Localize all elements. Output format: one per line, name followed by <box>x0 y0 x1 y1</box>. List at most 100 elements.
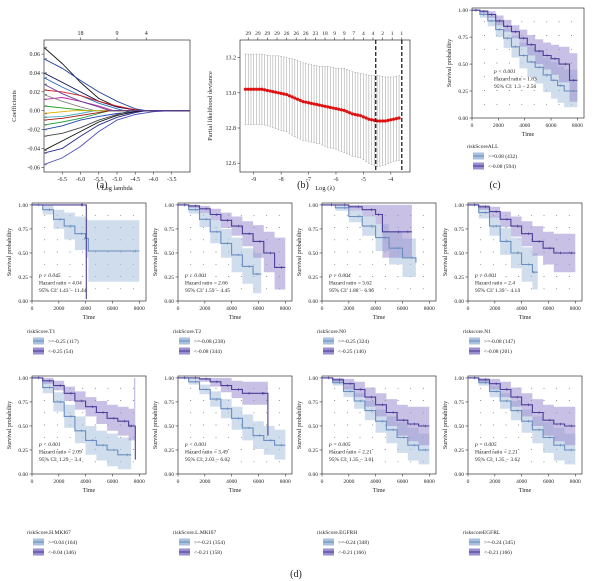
confidence-interval: 95% CI: 1.35 − 3.61 <box>329 457 374 463</box>
deviance-point <box>246 87 250 91</box>
x-tick-label: 4000 <box>370 479 381 485</box>
deviance-point <box>298 98 302 103</box>
path-start-marker <box>45 135 47 138</box>
deviance-point <box>285 92 289 97</box>
deviance-point <box>260 87 264 91</box>
deviance-point <box>345 109 349 114</box>
y-tick-label: 0.00 <box>18 299 28 305</box>
legend-entry: <-0.08 (201) <box>484 348 512 355</box>
y-tick-label: 0.50 <box>454 251 464 257</box>
deviance-point <box>274 90 278 94</box>
deviance-point <box>252 87 256 91</box>
x-tick-label: 6000 <box>253 479 264 485</box>
coefficient-path <box>44 110 190 137</box>
x-tick-label: 8000 <box>570 479 581 485</box>
p-value: p = 0.045 <box>38 272 61 279</box>
deviance-point <box>397 116 401 120</box>
path-start-marker <box>45 72 47 74</box>
legend-title: riskscore.N1 <box>463 329 491 335</box>
x-tick-label: 4000 <box>516 479 527 485</box>
plot-c: 0 2000 4000 6000 8000 0.00 0.25 0.50 0.75 1.00 Tim… <box>447 7 585 170</box>
top-tick-label: 26 <box>303 31 309 37</box>
survival-curve <box>178 377 269 436</box>
x-tick-label: 8000 <box>424 306 435 312</box>
y-tick-label: 0.25 <box>308 448 318 454</box>
x-tick-label: 4000 <box>80 479 91 485</box>
x-axis-label: Time <box>229 315 242 321</box>
y-tick-label: 1.00 <box>458 8 468 14</box>
y-axis-label: Survival probability <box>153 228 159 276</box>
p-value: p = 0.005 <box>328 442 351 448</box>
ci-band <box>32 204 140 282</box>
plot-frame <box>31 202 147 302</box>
x-axis-label: Time <box>373 315 386 321</box>
survival-curve <box>468 204 576 254</box>
survival-curve <box>322 377 430 427</box>
y-tick-label: 0.50 <box>18 424 28 430</box>
x-tick-label: 8000 <box>280 479 291 485</box>
x-tick-label: 0 <box>321 479 324 485</box>
plot-d3: 0 2000 4000 6000 8000 0.00 0.25 0.50 0.75 1.00 Tim… <box>297 202 437 355</box>
y-tick-label: 0.00 <box>164 472 174 478</box>
hazard-ratio: Hazard ratio = 2.4 <box>475 281 515 287</box>
legend-entry: >=-0.21 (354) <box>194 539 225 546</box>
x-tick-label: 6000 <box>543 306 554 312</box>
y-axis-label: Survival probability <box>443 401 449 449</box>
y-tick-label: 0.02 <box>30 90 41 96</box>
hazard-ratio: Hazard ratio = 3.62 <box>329 281 372 287</box>
x-tick-label: 4000 <box>80 306 91 312</box>
confidence-interval: 95% CI: 1.35 − 3.62 <box>475 457 520 463</box>
hazard-ratio: Hazard ratio = 4.04 <box>39 281 82 287</box>
x-tick-label: -5.5 <box>94 177 104 183</box>
legend-entry: <-0.21 (158) <box>194 549 222 556</box>
path-start-marker <box>45 123 47 126</box>
legend-entry: >=-0.08 (238) <box>194 338 225 345</box>
deviance-point <box>279 91 283 95</box>
deviance-point <box>361 115 365 119</box>
y-tick-label: 0.75 <box>454 400 464 406</box>
path-start-marker <box>45 128 47 131</box>
top-tick-label: 29 <box>265 31 271 37</box>
y-tick-label: 0.25 <box>308 275 318 281</box>
hazard-ratio: Hazard ratio = 1.83 <box>494 77 537 83</box>
plot-frame <box>467 202 583 302</box>
coefficient-path <box>44 83 190 112</box>
deviance-point <box>331 106 335 110</box>
y-axis-label: Survival probability <box>297 401 303 449</box>
plot-frame <box>177 375 293 475</box>
deviance-point <box>334 107 338 111</box>
y-tick-label: 0.50 <box>458 62 468 68</box>
x-tick-label: -6 <box>333 177 338 183</box>
ci-band <box>468 204 576 273</box>
x-tick-label: 8000 <box>424 479 435 485</box>
x-tick-label: -7 <box>306 177 311 183</box>
x-axis-label: Time <box>229 488 242 494</box>
deviance-point <box>370 118 374 122</box>
ci-band <box>472 10 578 110</box>
path-start-marker <box>45 112 47 115</box>
y-tick-label: 13.0 <box>226 91 237 97</box>
deviance-point <box>312 102 316 106</box>
legend-entry: <-0.21 (166) <box>338 549 366 556</box>
hazard-ratio: Hazard ratio = 2.21 <box>475 450 518 456</box>
deviance-point <box>356 113 360 117</box>
survival-curve <box>178 204 262 275</box>
legend-entry: >=0.04 (164) <box>48 539 77 546</box>
legend-entry: <-0.25 (146) <box>338 348 366 355</box>
deviance-point <box>243 87 248 91</box>
x-tick-label: -6.5 <box>58 177 68 183</box>
deviance-point <box>378 119 382 123</box>
confidence-interval: 95% CI: 1.59 − 4.45 <box>185 288 230 294</box>
confidence-interval: 95% CI: 1.43 − 11.44 <box>39 288 87 294</box>
deviance-point <box>276 91 280 95</box>
y-tick-label: 1.00 <box>18 376 28 382</box>
y-axis-label: Survival probability <box>297 228 303 276</box>
legend-title: riskScore.N0 <box>317 329 346 335</box>
y-tick-label: 0.00 <box>308 472 318 478</box>
legend-title: riskScore.L.MKI67 <box>173 530 216 536</box>
top-tick-label: 4 <box>362 31 365 37</box>
p-value: p < 0.001 <box>184 273 207 279</box>
deviance-point <box>367 117 371 121</box>
path-start-marker <box>45 116 47 119</box>
